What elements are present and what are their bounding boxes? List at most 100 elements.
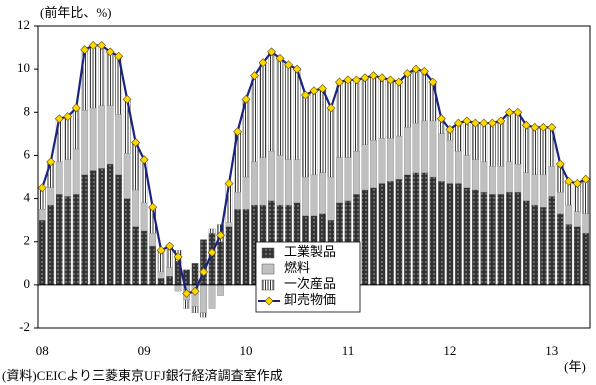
bar-segment <box>47 187 55 206</box>
line-marker <box>479 118 489 128</box>
line-marker <box>462 116 472 126</box>
bar-segment <box>64 159 72 197</box>
line-marker <box>301 90 310 100</box>
y-tick-label: 6 <box>24 146 31 161</box>
line-marker <box>394 77 404 87</box>
line-marker <box>572 179 582 188</box>
line-marker <box>538 122 548 132</box>
bar-segment <box>64 116 72 160</box>
bar-segment <box>157 278 165 286</box>
line-marker <box>411 64 421 74</box>
bar-segment <box>310 90 318 175</box>
line-marker <box>547 122 557 132</box>
bar-segment <box>573 226 581 286</box>
line-marker <box>88 40 98 50</box>
bar-segment <box>98 45 106 106</box>
bar-segment <box>395 81 403 137</box>
bar-segment <box>361 144 369 191</box>
bar-segment <box>480 122 488 163</box>
bar-segment <box>387 79 394 139</box>
bar-segment <box>353 79 360 152</box>
bar-segment <box>395 135 403 180</box>
bar-segment <box>242 176 250 210</box>
bar-segment <box>81 109 89 175</box>
line-marker <box>343 75 353 85</box>
bar-segment <box>463 155 471 188</box>
line-marker <box>190 286 200 296</box>
bar-segment <box>276 58 284 156</box>
bar-segment <box>582 179 590 214</box>
line-marker <box>165 241 175 251</box>
bar-segment <box>149 232 157 247</box>
line-marker <box>352 75 361 85</box>
line-marker <box>402 69 412 78</box>
line-marker <box>513 107 523 117</box>
bar-segment <box>200 312 207 318</box>
y-axis-label: (前年比、%) <box>40 5 112 20</box>
line-marker <box>71 103 81 113</box>
bar-segment <box>505 191 513 286</box>
line-marker <box>487 118 497 128</box>
bar-segment <box>539 207 547 286</box>
bar-segment <box>55 161 63 195</box>
bar-segment <box>166 267 174 277</box>
bar-segment <box>217 241 224 286</box>
bar-segment <box>421 172 428 286</box>
y-tick-label: -2 <box>19 319 30 334</box>
line-marker <box>284 60 293 70</box>
line-marker <box>182 289 192 298</box>
bar-segment <box>149 245 157 286</box>
bar-segment <box>429 176 437 286</box>
bar-segment <box>531 204 539 286</box>
line-marker <box>335 77 344 87</box>
line-marker <box>97 40 107 50</box>
x-tick-label: 11 <box>342 343 355 358</box>
bar-segment <box>565 224 573 286</box>
bar-segment <box>548 196 556 286</box>
bar-segment <box>310 174 318 216</box>
bar-segment <box>488 122 496 167</box>
bar-segment <box>293 159 301 204</box>
bar-segment <box>378 77 386 139</box>
bar-segment <box>488 194 496 286</box>
bar-segment <box>293 68 301 160</box>
line-marker <box>46 157 56 167</box>
bar-segment <box>191 306 199 314</box>
line-marker <box>63 112 73 122</box>
bar-segment <box>268 150 275 201</box>
x-axis-label: (年) <box>564 359 586 374</box>
bar-segment <box>234 209 241 286</box>
bar-segment <box>471 189 479 286</box>
bar-segment <box>123 153 131 199</box>
bar-segment <box>344 79 352 158</box>
bar-segment <box>157 271 165 279</box>
bar-segment <box>225 226 233 286</box>
legend-swatch <box>261 279 275 291</box>
bar-segment <box>285 159 292 206</box>
bar-segment <box>463 120 471 156</box>
bar-segment <box>438 133 445 182</box>
legend-label: 工業製品 <box>284 244 336 259</box>
line-marker <box>326 103 336 113</box>
line-marker <box>445 125 455 134</box>
bar-segment <box>370 75 377 141</box>
bar-segment <box>454 183 462 286</box>
bar-segment <box>89 45 97 109</box>
y-tick-label: 10 <box>17 60 30 75</box>
bar-segment <box>106 105 114 165</box>
line-marker <box>453 118 463 128</box>
bar-segment <box>302 176 309 216</box>
bar-segment <box>505 161 513 193</box>
bar-segment <box>268 51 275 152</box>
line-marker <box>80 45 90 55</box>
bar-segment <box>319 172 326 214</box>
bar-segment <box>234 191 241 210</box>
line-marker <box>224 179 234 188</box>
bar-segment <box>565 204 573 225</box>
bar-segment <box>327 176 335 221</box>
bar-segment <box>225 222 233 227</box>
plot-frame <box>37 25 591 329</box>
bar-segment <box>208 228 216 234</box>
line-marker <box>37 183 47 193</box>
bar-segment <box>115 114 123 175</box>
